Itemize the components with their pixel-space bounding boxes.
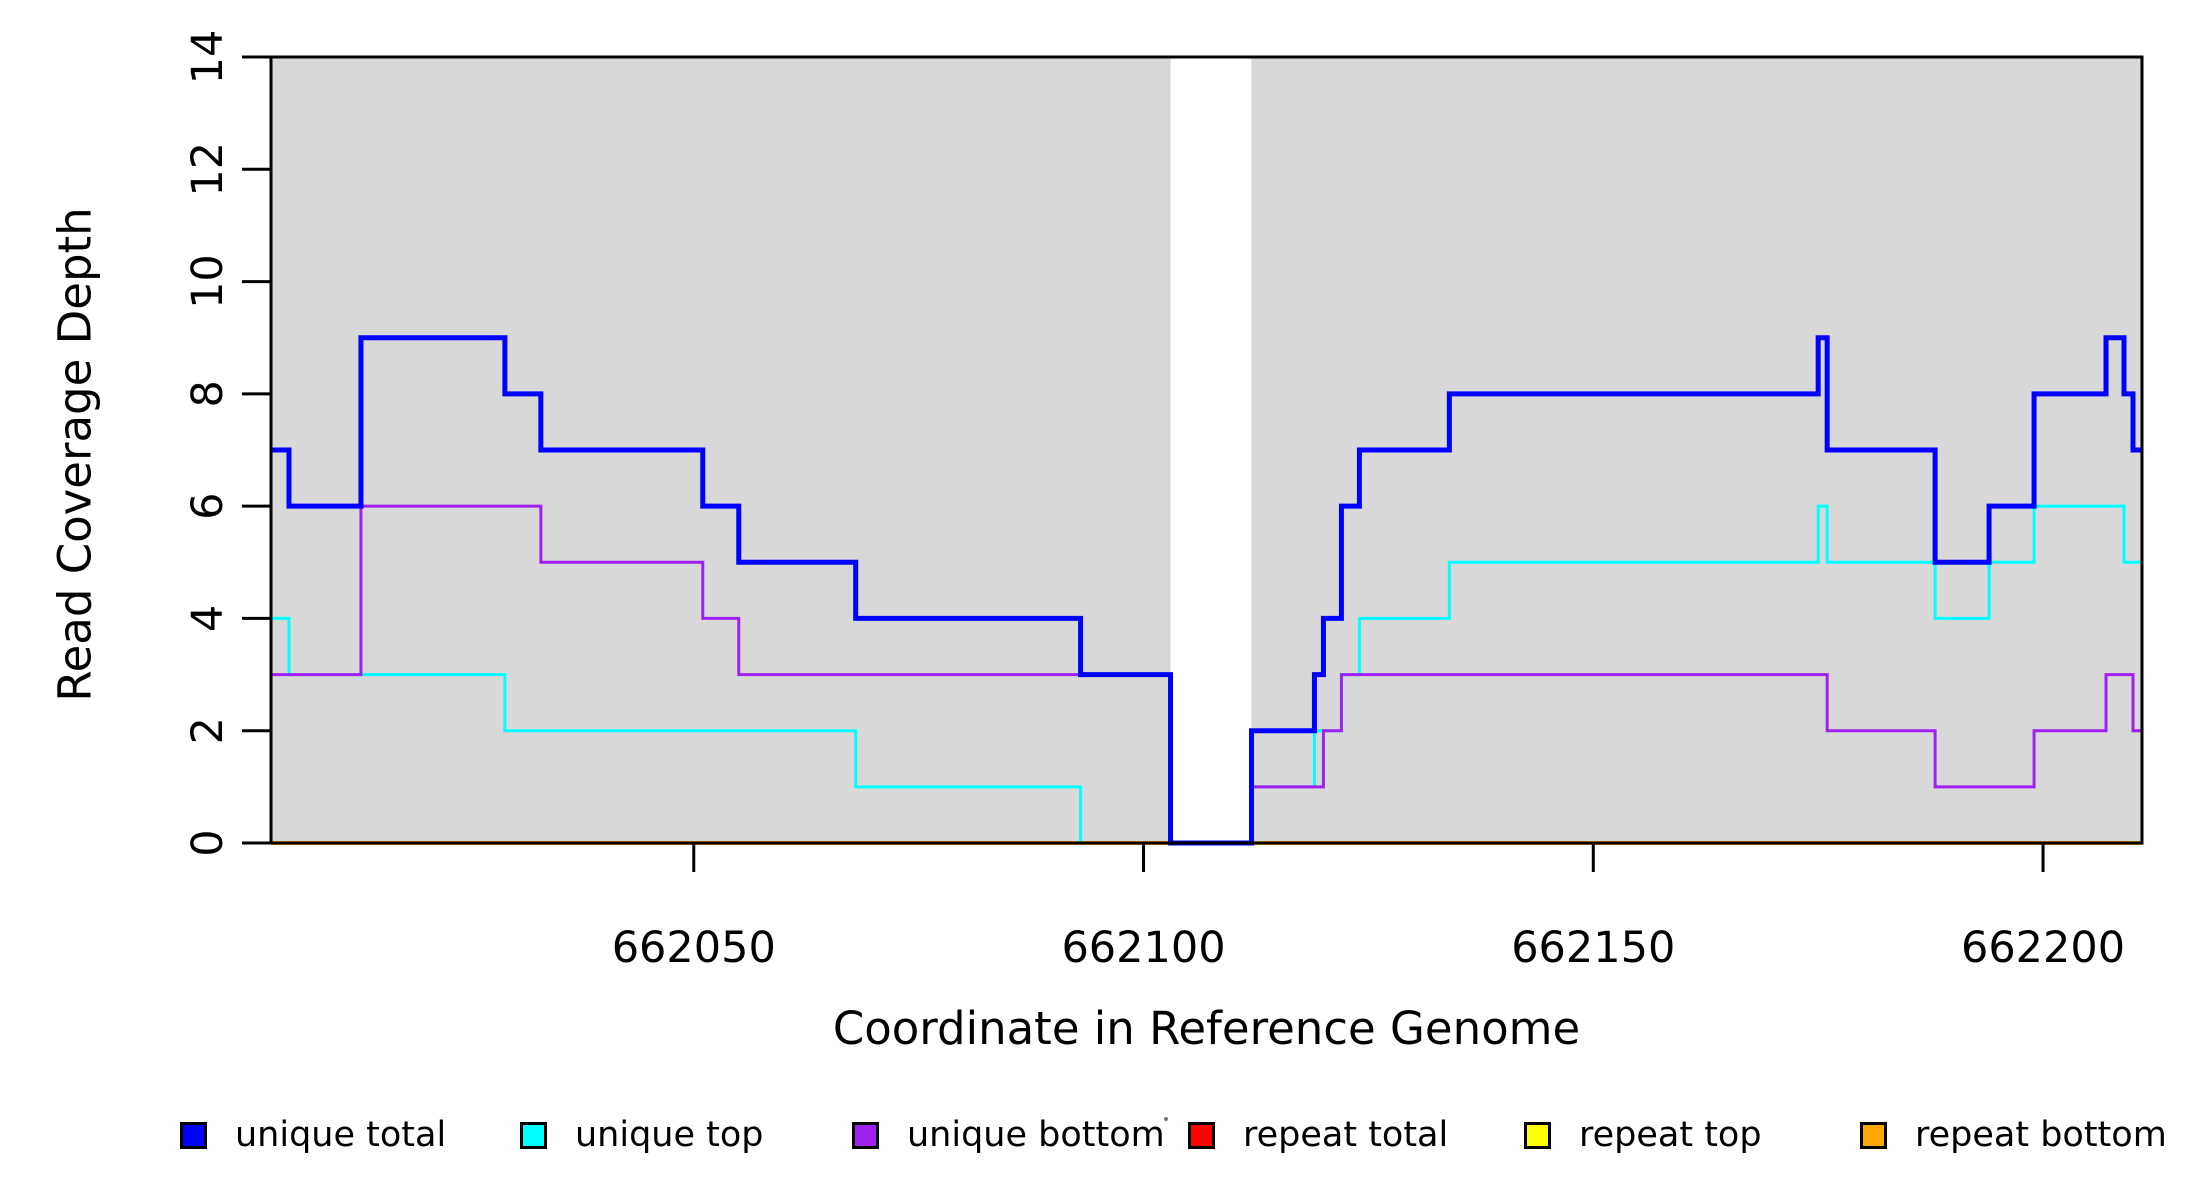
y-tick-label: 2 — [183, 717, 233, 744]
y-tick-label: 0 — [183, 829, 233, 856]
x-tick-label: 662150 — [1511, 923, 1675, 973]
y-axis-title: Read Coverage Depth — [48, 207, 102, 702]
y-tick-label: 12 — [183, 142, 233, 197]
series-unique-top — [271, 504, 2142, 845]
x-tick-label: 662200 — [1961, 923, 2125, 973]
series-unique-bottom — [271, 504, 2142, 845]
legend-item-repeat-bottom: repeat bottom — [1860, 1115, 2167, 1155]
shaded-region — [271, 57, 1171, 843]
legend: unique total unique top unique bottom repea… — [0, 1115, 2200, 1175]
legend-label: unique total — [235, 1115, 447, 1155]
legend-item-unique-total: unique total — [180, 1115, 446, 1155]
x-axis-title: Coordinate in Reference Genome — [832, 1002, 1581, 1055]
y-tick-label: 6 — [183, 492, 233, 519]
y-tick-label: 10 — [183, 254, 233, 309]
legend-label: repeat bottom — [1915, 1115, 2167, 1155]
legend-swatch — [180, 1121, 207, 1149]
x-tick-label: 662050 — [612, 923, 776, 973]
y-tick-label: 8 — [183, 380, 233, 407]
legend-swatch — [1860, 1121, 1887, 1149]
legend-label: repeat total — [1243, 1115, 1449, 1155]
plot-border — [269, 55, 2144, 845]
legend-label: repeat top — [1579, 1115, 1762, 1155]
stray-dot — [1164, 1117, 1168, 1121]
series-unique-total — [271, 335, 2142, 846]
plot-canvas: 662050 662100 662150 662200 0 2 4 6 8 10 12 14 — [183, 30, 2144, 973]
x-tick-label: 662100 — [1061, 923, 1225, 973]
legend-swatch — [852, 1121, 879, 1149]
legend-item-unique-top: unique top — [520, 1115, 764, 1155]
legend-item-unique-bottom: unique bottom — [852, 1115, 1165, 1155]
legend-item-repeat-total: repeat total — [1188, 1115, 1448, 1155]
legend-swatch — [520, 1121, 547, 1149]
legend-swatch — [1524, 1121, 1551, 1149]
legend-label: unique top — [575, 1115, 764, 1155]
legend-label: unique bottom — [907, 1115, 1165, 1155]
y-tick-label: 14 — [183, 30, 233, 85]
legend-item-repeat-top: repeat top — [1524, 1115, 1762, 1155]
legend-swatch — [1188, 1121, 1215, 1149]
y-tick-label: 4 — [183, 605, 233, 632]
